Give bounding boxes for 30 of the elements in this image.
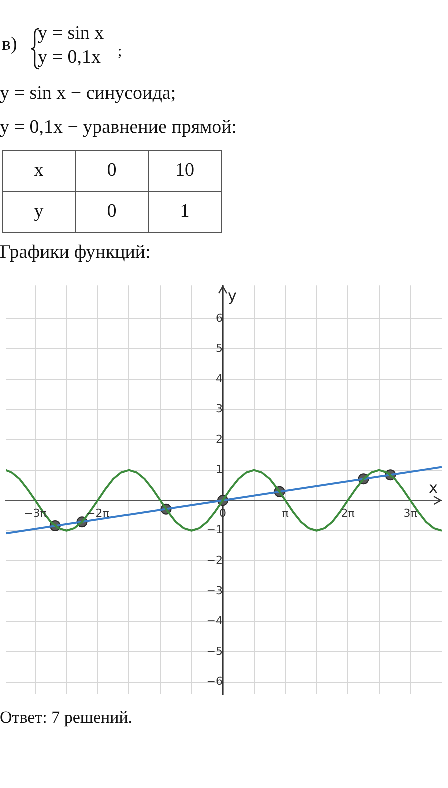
text: y = 0,1x <box>38 47 101 69</box>
y-tick-label: 6 <box>216 312 224 325</box>
x-tick-label: 3π <box>404 506 418 520</box>
y-tick-label: −3 <box>206 584 224 598</box>
y-tick-label: −6 <box>206 675 224 688</box>
y-tick-label: −2 <box>206 554 224 568</box>
x-axis-title: x <box>429 478 438 497</box>
text: ; <box>118 44 122 61</box>
y-tick-label: 1 <box>216 463 224 476</box>
text: Графики функций: <box>0 242 151 264</box>
y-tick-label: 2 <box>216 432 224 446</box>
text: Ответ: 7 решений. <box>0 708 133 728</box>
y-tick-label: 3 <box>216 402 224 416</box>
y-tick-label: 4 <box>216 372 224 386</box>
text: y <box>2 192 76 232</box>
text: 0 <box>76 150 148 192</box>
x-tick-label: 2π <box>341 506 356 520</box>
y-tick-label: −4 <box>206 614 224 628</box>
text: в) <box>2 34 18 56</box>
y-tick-label: −5 <box>206 644 224 658</box>
text: 10 <box>148 150 222 192</box>
y-axis-title: y <box>228 286 238 305</box>
text: x <box>2 150 76 192</box>
x-tick-label: π <box>282 506 290 520</box>
y-tick-label: 5 <box>216 342 224 356</box>
text: y = sin x <box>38 23 104 45</box>
y-tick-label: −1 <box>206 524 224 537</box>
text: y = 0,1x − уравнение прямой: <box>0 117 238 139</box>
text: 0 <box>76 192 148 232</box>
text: y = sin x − синусоида; <box>0 83 176 105</box>
